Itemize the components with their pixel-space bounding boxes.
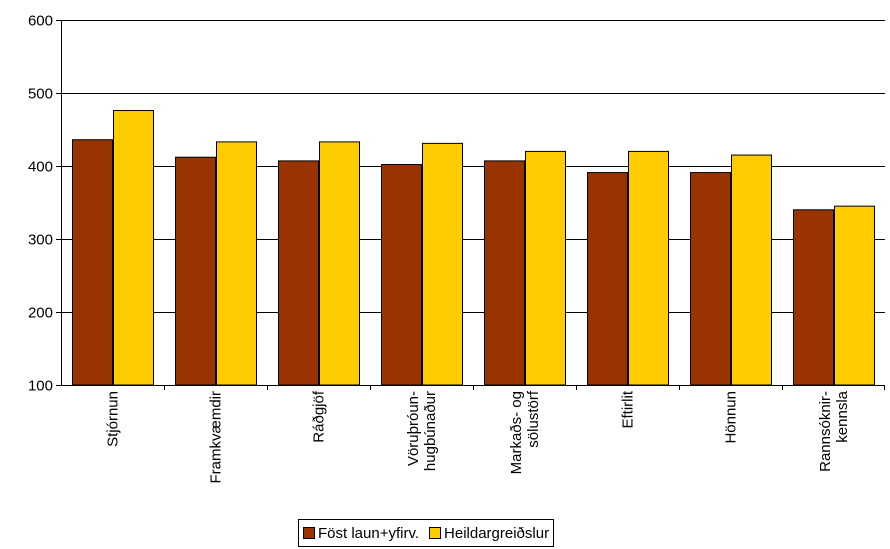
x-tick-label-line: Rannsóknir-	[817, 391, 834, 472]
x-tick-label-line: Eftirlit	[620, 390, 637, 428]
y-tick-label: 400	[28, 159, 53, 176]
x-tick-label-line: kennsla	[834, 390, 851, 442]
bar-1-2	[175, 156, 216, 386]
x-tick-label-line: hugbúnaður	[422, 391, 439, 471]
bar-chart: 100 200 300 400 500 600 Stjórnun Framkvæmdir Rá…	[28, 13, 885, 484]
bar-1-8	[793, 209, 834, 386]
x-tick-label: Stjórnun	[105, 391, 122, 447]
x-tick-label-line: Framkvæmdir	[208, 391, 225, 484]
bar-2-7	[731, 154, 772, 386]
bar-2-5	[525, 150, 566, 386]
x-tick-label-line: Markaðs- og	[508, 391, 525, 474]
x-tick-label: Framkvæmdir	[208, 391, 225, 484]
y-tick-label: 100	[28, 378, 53, 395]
y-tick-label: 600	[28, 13, 53, 30]
legend-swatch-series-2	[429, 527, 442, 539]
x-tick-label-line: Ráðgjöf	[311, 390, 328, 443]
y-tick-label: 500	[28, 86, 53, 103]
x-tick-label: Vöruþróun-hugbúnaður	[405, 391, 439, 471]
legend-label-series-2: Heildargreiðslur	[444, 524, 550, 542]
x-tick-label: Rannsóknir-kennsla	[817, 390, 851, 472]
x-tick-label: Ráðgjöf	[311, 390, 328, 443]
legend-item-series-1: Föst laun+yfirv.	[303, 525, 419, 542]
legend-item-series-2: Heildargreiðslur	[429, 525, 549, 542]
y-axis: 100 200 300 400 500 600	[28, 13, 62, 395]
x-tick-label: Markaðs- og sölustörf	[508, 390, 542, 474]
x-tick-label-line: Stjórnun	[105, 391, 122, 447]
bar-2-3	[319, 141, 360, 386]
y-tick-label: 200	[28, 305, 53, 322]
x-tick-label: Hönnun	[723, 391, 740, 444]
x-tick-label: Eftirlit	[620, 390, 637, 428]
legend-label-series-1: Föst laun+yfirv.	[318, 524, 420, 542]
legend: Föst laun+yfirv. Heildargreiðslur	[298, 519, 555, 547]
bar-1-7	[690, 172, 731, 386]
bar-2-8	[834, 205, 875, 386]
y-tick-label: 300	[28, 232, 53, 249]
x-tick-label-line: Vöruþróun-	[405, 391, 422, 466]
bar-1-6	[587, 172, 628, 386]
bars	[72, 110, 875, 386]
bar-2-6	[628, 150, 669, 386]
bar-2-4	[422, 142, 463, 386]
bar-1-4	[381, 164, 422, 386]
x-tick-label-line: Hönnun	[723, 391, 740, 444]
legend-swatch-series-1	[303, 527, 315, 539]
x-axis: Stjórnun Framkvæmdir Ráðgjöf Vöruþróun-hugb…	[61, 385, 885, 484]
x-tick-label-line: sölustörf	[525, 390, 542, 448]
bar-2-2	[216, 141, 257, 386]
bar-1-5	[484, 160, 525, 386]
bar-1-1	[72, 139, 113, 386]
bar-1-3	[278, 160, 319, 386]
bar-2-1	[113, 110, 154, 386]
